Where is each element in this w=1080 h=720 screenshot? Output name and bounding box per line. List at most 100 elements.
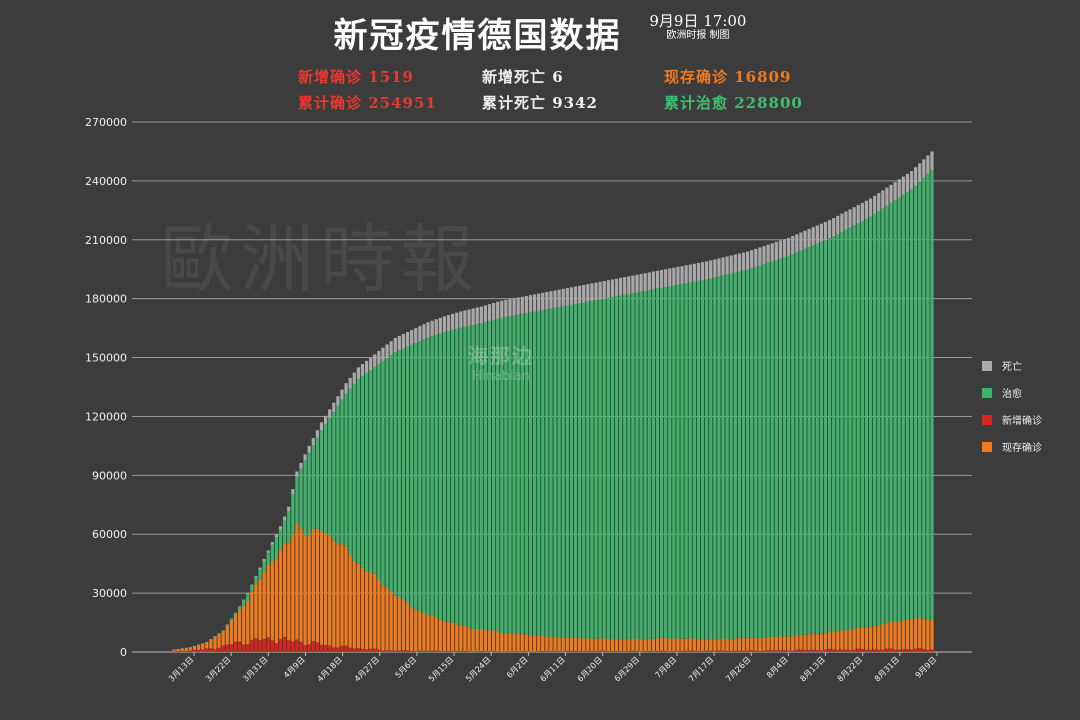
legend-label-new: 新增确诊 <box>1002 416 1042 427</box>
bar-deaths <box>795 234 799 253</box>
bar-recovered <box>438 333 442 620</box>
bar-active <box>766 636 770 651</box>
bar-deaths <box>237 606 242 607</box>
x-tick-label: 3月13日 <box>167 655 195 683</box>
bar-new-confirmed <box>848 650 852 652</box>
legend-item-deaths: 死亡 <box>982 352 1042 379</box>
bar-recovered <box>819 241 823 634</box>
bar-active <box>758 638 762 652</box>
bar-recovered <box>295 476 299 524</box>
y-tick-label: 30000 <box>92 587 127 600</box>
bar-recovered <box>467 325 471 628</box>
bar-new-confirmed <box>651 651 655 652</box>
bar-new-confirmed <box>586 651 590 652</box>
bar-deaths <box>537 293 541 311</box>
bar-deaths <box>270 542 274 545</box>
bar-recovered <box>455 328 459 625</box>
bar-deaths <box>774 241 778 260</box>
bar-new-confirmed <box>311 641 315 652</box>
bar-deaths <box>324 415 328 425</box>
x-tick-label: 9月9日 <box>914 655 939 680</box>
bar-active <box>709 639 713 651</box>
bar-deaths <box>873 195 877 215</box>
bar-recovered <box>873 214 877 626</box>
bar-new-confirmed <box>229 644 233 652</box>
bar-new-confirmed <box>348 647 352 652</box>
bar-recovered <box>680 283 684 639</box>
bar-recovered <box>369 369 373 573</box>
bar-new-confirmed <box>659 650 664 652</box>
bar-deaths <box>643 273 647 291</box>
bar-active <box>606 638 610 652</box>
bar-active <box>782 636 787 651</box>
bar-active <box>692 638 696 651</box>
bar-deaths <box>307 445 311 453</box>
bar-recovered <box>352 383 356 561</box>
bar-active <box>750 637 754 651</box>
bar-deaths <box>770 243 774 262</box>
bar-active <box>909 619 914 650</box>
bar-deaths <box>881 190 885 209</box>
bar-active <box>897 621 901 650</box>
bar-active <box>647 638 651 652</box>
bar-new-confirmed <box>573 650 578 652</box>
bar-recovered <box>496 318 500 632</box>
bar-new-confirmed <box>299 641 303 652</box>
bar-deaths <box>692 263 696 282</box>
bar-deaths <box>221 630 225 631</box>
bar-recovered <box>782 257 787 637</box>
bar-new-confirmed <box>307 644 311 652</box>
legend-swatch-active <box>982 441 992 452</box>
bar-deaths <box>295 471 299 477</box>
x-tick-label: 3月31日 <box>241 655 269 683</box>
bar-recovered <box>491 319 496 631</box>
bar-recovered <box>590 301 594 639</box>
bar-recovered <box>500 317 504 634</box>
bar-active <box>827 631 832 649</box>
bar-deaths <box>479 306 483 324</box>
bar-new-confirmed <box>508 651 512 652</box>
bar-new-confirmed <box>627 651 631 652</box>
bar-new-confirmed <box>729 651 733 652</box>
bar-recovered <box>319 430 324 532</box>
bar-deaths <box>631 275 635 294</box>
bar-deaths <box>373 354 377 367</box>
bar-recovered <box>746 269 750 639</box>
bar-deaths <box>176 649 180 650</box>
bar-new-confirmed <box>483 651 487 652</box>
bar-new-confirmed <box>655 651 660 652</box>
bar-new-confirmed <box>196 649 201 652</box>
bar-new-confirmed <box>676 650 680 652</box>
bar-active <box>504 633 508 652</box>
bar-new-confirmed <box>246 644 250 652</box>
bar-active <box>192 646 197 650</box>
bar-recovered <box>725 274 729 639</box>
bar-new-confirmed <box>598 650 602 652</box>
bar-deaths <box>434 319 438 335</box>
bar-active <box>401 599 406 651</box>
bar-new-confirmed <box>746 650 750 652</box>
bar-deaths <box>233 612 238 614</box>
bar-recovered <box>926 173 930 620</box>
bar-deaths <box>787 237 791 256</box>
bar-recovered <box>827 238 832 632</box>
bar-new-confirmed <box>827 648 832 652</box>
bar-active <box>811 633 815 650</box>
bar-active <box>455 624 459 652</box>
bar-deaths <box>619 277 623 296</box>
bar-deaths <box>471 308 475 326</box>
bar-active <box>610 639 615 652</box>
x-tick-label: 7月26日 <box>724 655 752 683</box>
bar-active <box>328 535 332 646</box>
bar-new-confirmed <box>516 651 520 652</box>
bar-recovered <box>868 216 873 627</box>
bar-deaths <box>209 639 213 640</box>
bar-active <box>319 531 324 645</box>
bar-active <box>590 638 594 652</box>
bar-deaths <box>188 647 192 648</box>
bar-recovered <box>664 287 668 639</box>
bar-new-confirmed <box>844 649 848 652</box>
bar-new-confirmed <box>360 648 365 652</box>
bar-active <box>237 609 242 642</box>
